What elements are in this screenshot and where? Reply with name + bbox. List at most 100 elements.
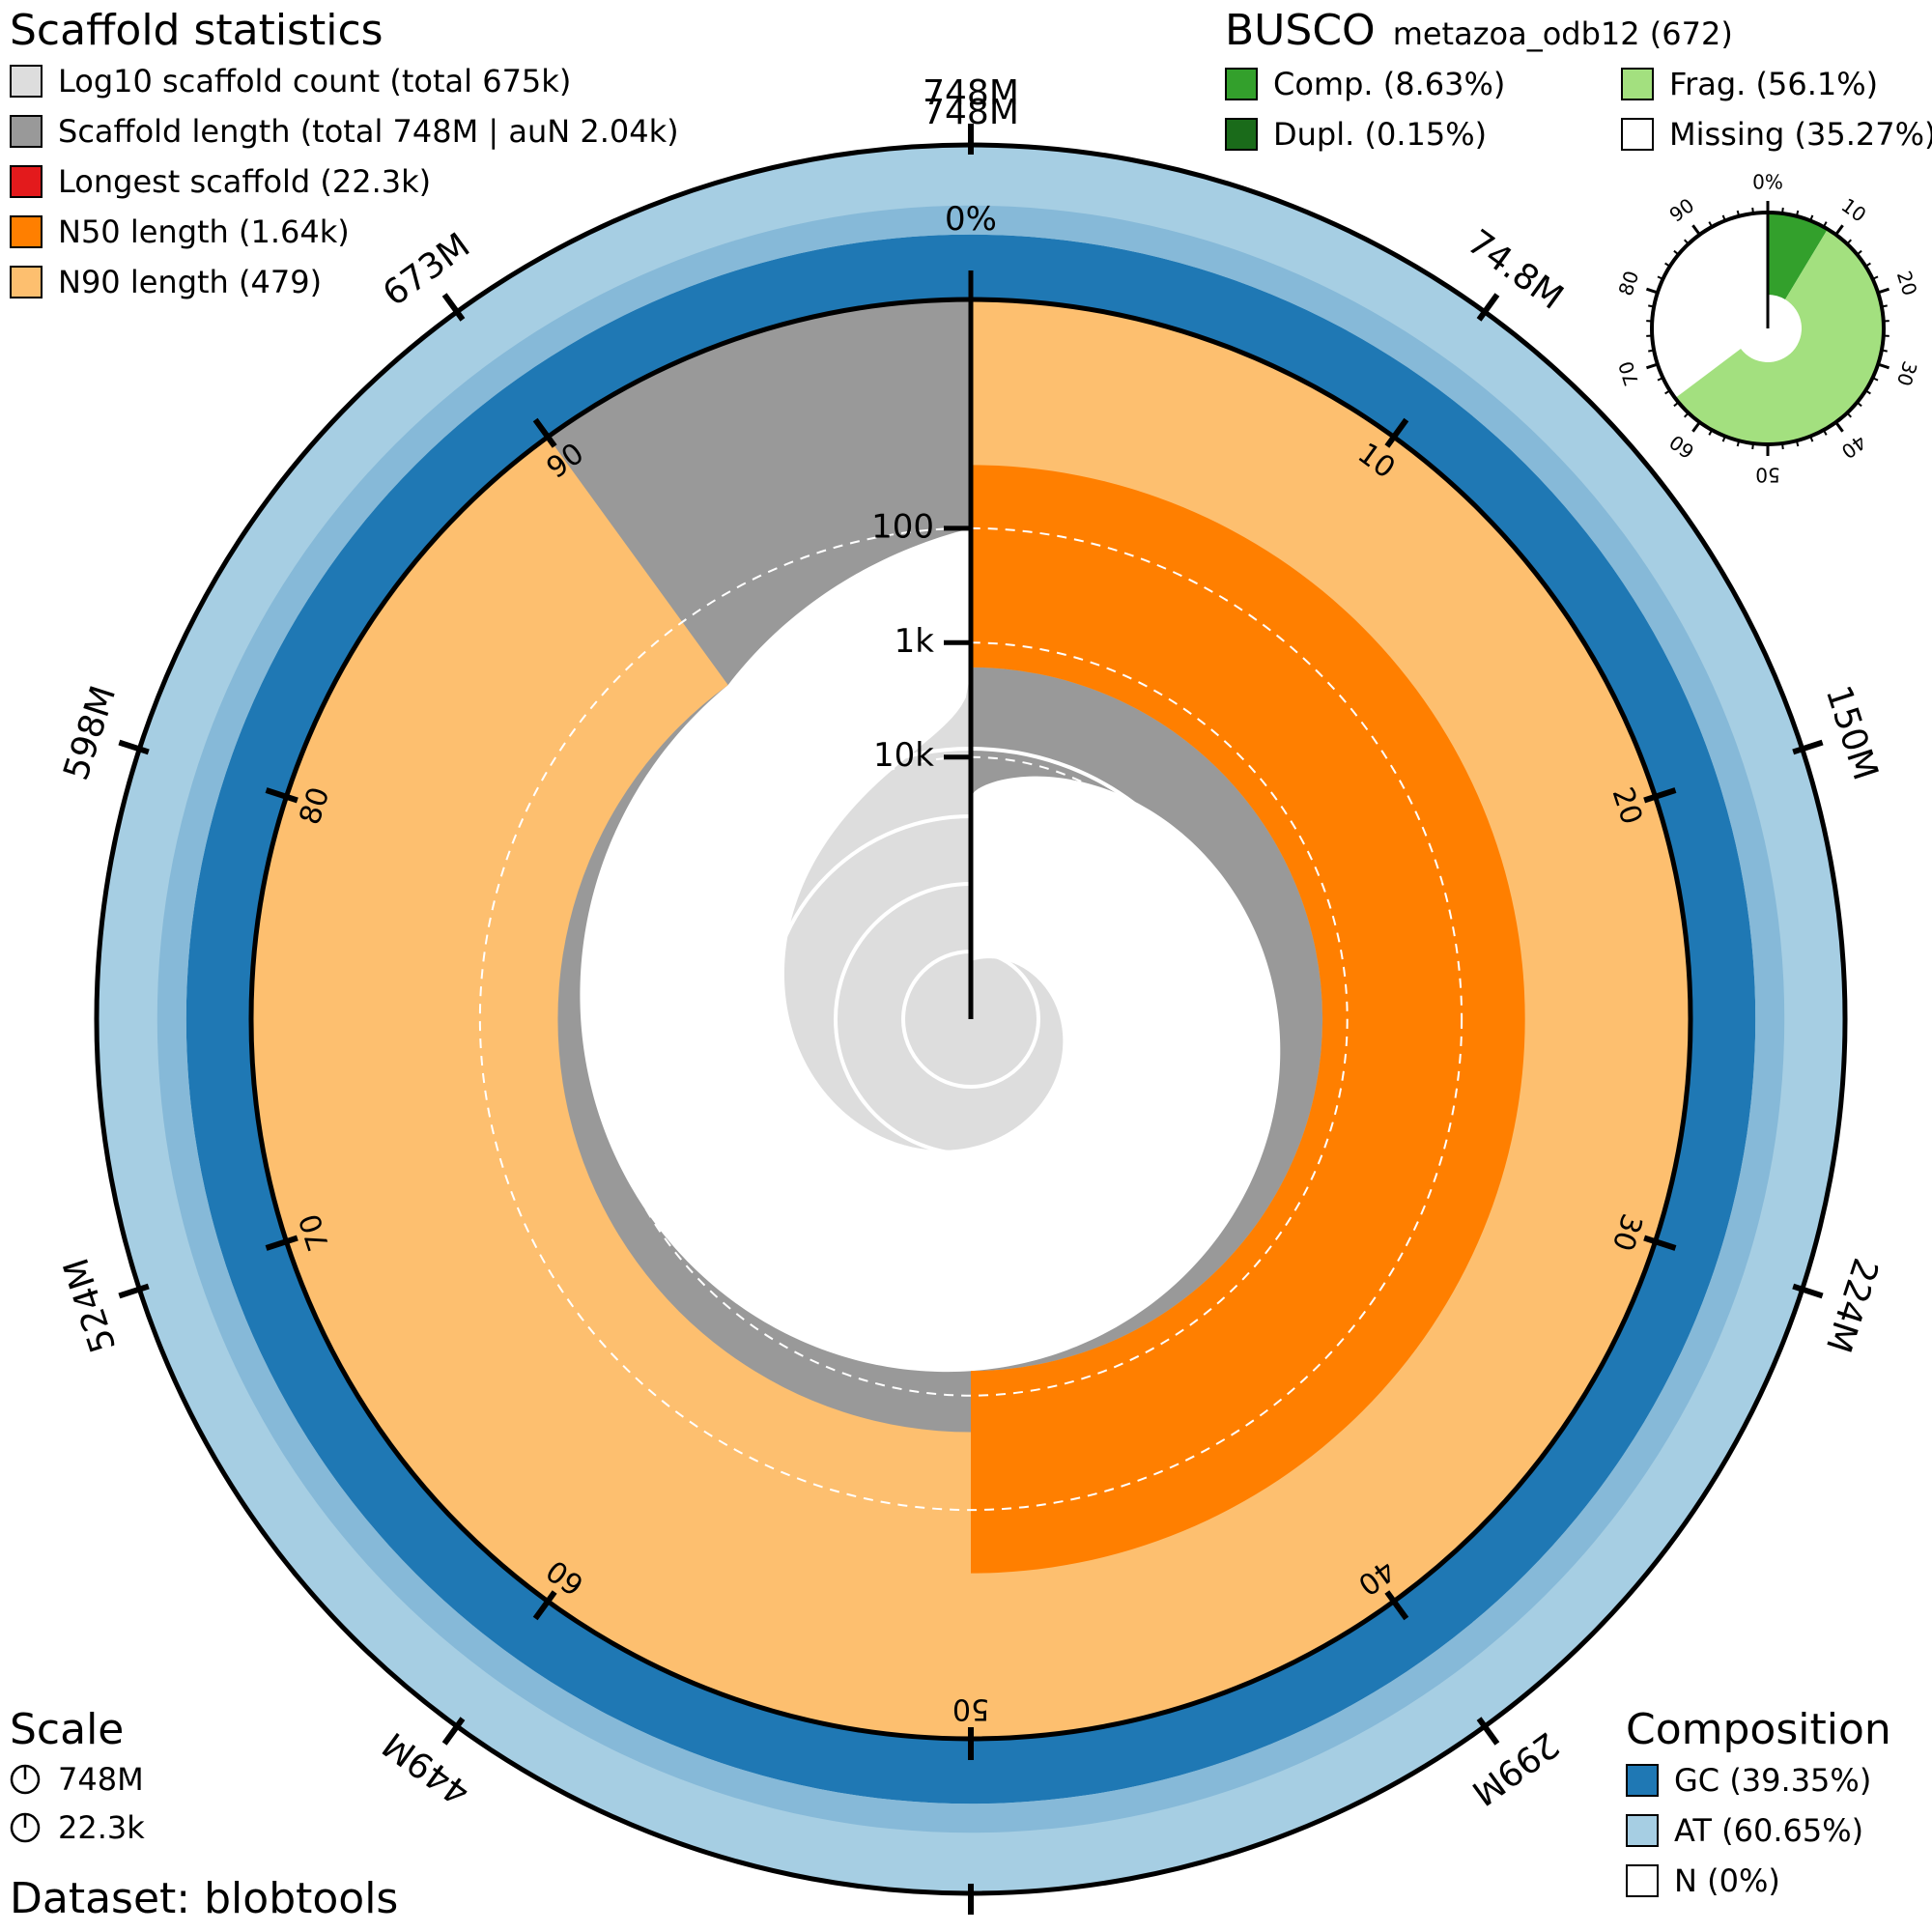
busco-tick-42: [1822, 429, 1828, 436]
scale-dial-span-icon: [10, 1764, 41, 1795]
composition-title: Composition: [1626, 1705, 1891, 1754]
frag-label: Frag. (56.1%): [1669, 66, 1879, 102]
scale-longest-label: 22.3k: [58, 1809, 145, 1846]
length-tick-label-2: 10k: [873, 736, 934, 775]
busco-tick-4: [1795, 210, 1800, 217]
percent-tick-label-4: 50: [952, 1692, 989, 1726]
span-tick-label-5: 374M: [923, 1925, 1019, 1932]
busco-tick-58: [1708, 429, 1714, 436]
busco-items: Comp. (8.63%) Frag. (56.1%) Dupl. (0.15%…: [1225, 59, 1932, 159]
percent-tick-1: [1643, 787, 1677, 804]
busco-tick-2: [1781, 207, 1784, 214]
legend-item-dupl: Dupl. (0.15%): [1225, 109, 1621, 159]
span-tick-6: [441, 1717, 466, 1746]
busco-tick-94: [1721, 214, 1726, 221]
busco-tick-84: [1664, 262, 1671, 268]
busco-tick-80: [1645, 287, 1659, 295]
percent-tick-3: [1384, 1590, 1409, 1621]
legend-item-n50: N50 length (1.64k): [10, 207, 679, 257]
busco-frag-slice: [1675, 229, 1885, 444]
span-tick-label-0: 748M: [923, 73, 1019, 113]
length-tick-label-1: 1k: [895, 622, 935, 661]
busco-tick-6: [1809, 214, 1814, 221]
dupl-swatch: [1225, 118, 1258, 151]
busco-axis-label-9: 90: [1665, 193, 1699, 226]
scaffold-stats-legend: Scaffold statistics Log10 scaffold count…: [10, 6, 679, 307]
legend-item-longest: Longest scaffold (22.3k): [10, 156, 679, 207]
busco-tick-78: [1648, 304, 1655, 308]
dataset-label: Dataset: blobtools: [10, 1874, 399, 1923]
busco-tick-40: [1834, 421, 1844, 433]
busco-lineage: metazoa_odb12 (672): [1392, 15, 1733, 52]
longest-label: Longest scaffold (22.3k): [58, 163, 432, 200]
busco-title: BUSCO: [1225, 6, 1376, 55]
span-tick-label-2: 150M: [1818, 681, 1886, 785]
busco-tick-82: [1657, 275, 1663, 280]
busco-axis-label-3: 30: [1892, 358, 1922, 389]
n50-band-core: [971, 465, 1525, 1574]
busco-tick-98: [1751, 207, 1754, 214]
busco-axis-label-2: 20: [1892, 268, 1922, 298]
scale-item-span: 748M: [10, 1755, 145, 1804]
span-tick-label-4: 299M: [1464, 1724, 1566, 1813]
legend-item-n: N (0%): [1626, 1856, 1891, 1906]
busco-tick-48: [1781, 442, 1784, 450]
percent-tick-2: [1643, 1235, 1677, 1251]
busco-tick-34: [1864, 389, 1871, 395]
gc-swatch: [1626, 1764, 1659, 1797]
legend-item-missing: Missing (35.27%): [1621, 109, 1932, 159]
longest-swatch: [10, 165, 43, 198]
busco-tick-32: [1872, 377, 1879, 382]
busco-axis-label-6: 60: [1665, 430, 1699, 463]
length-label: Scaffold length (total 748M | auN 2.04k): [58, 113, 679, 150]
busco-tick-12: [1846, 239, 1852, 245]
span-tick-label-3: 224M: [1818, 1253, 1886, 1357]
length-swatch: [10, 115, 43, 148]
busco-tick-8: [1822, 221, 1828, 228]
at-swatch: [1626, 1814, 1659, 1847]
percent-tick-6: [265, 1235, 298, 1251]
busco-tick-30: [1877, 362, 1890, 370]
busco-tick-20: [1877, 287, 1890, 295]
span-tick-3: [1792, 1283, 1824, 1299]
scale-title: Scale: [10, 1705, 125, 1754]
busco-tick-14: [1856, 249, 1862, 256]
scale-dial-longest-icon: [10, 1812, 41, 1843]
busco-tick-60: [1691, 421, 1701, 433]
legend-item-count: Log10 scaffold count (total 675k): [10, 56, 679, 106]
center-axis-label: 0%: [945, 200, 997, 239]
span-top-label: 748M: [923, 93, 1019, 132]
span-tick-label-7: 524M: [56, 1253, 124, 1357]
busco-axis-label-8: 80: [1614, 268, 1644, 298]
percent-tick-7: [265, 787, 298, 804]
busco-title-row: BUSCO metazoa_odb12 (672): [1225, 6, 1932, 59]
percent-tick-5: [532, 1590, 557, 1621]
span-tick-2: [1792, 739, 1824, 755]
span-tick-7: [118, 1283, 150, 1299]
span-tick-1: [1476, 293, 1500, 322]
busco-tick-22: [1881, 304, 1888, 308]
span-tick-label-8: 598M: [56, 681, 124, 785]
busco-tick-18: [1872, 275, 1879, 280]
gc-label: GC (39.35%): [1674, 1762, 1872, 1799]
busco-tick-10: [1834, 224, 1844, 236]
busco-tick-36: [1856, 401, 1862, 408]
n90-swatch: [10, 266, 43, 298]
comp-swatch: [1225, 68, 1258, 100]
scale-span-label: 748M: [58, 1761, 144, 1798]
n-label: N (0%): [1674, 1862, 1780, 1899]
busco-tick-70: [1645, 362, 1659, 370]
n-swatch: [1626, 1864, 1659, 1897]
at-label: AT (60.65%): [1674, 1812, 1864, 1849]
busco-axis-label-0: 0%: [1752, 171, 1783, 194]
length-gridline-2: [707, 755, 1235, 1283]
busco-tick-88: [1684, 239, 1690, 245]
busco-tick-44: [1809, 436, 1814, 442]
busco-tick-46: [1795, 440, 1800, 447]
legend-item-length: Scaffold length (total 748M | auN 2.04k): [10, 106, 679, 156]
legend-item-n90: N90 length (479): [10, 257, 679, 307]
n90-band: [251, 437, 971, 1739]
count-swatch: [10, 65, 43, 98]
missing-swatch: [1621, 118, 1654, 151]
busco-tick-90: [1691, 224, 1701, 236]
